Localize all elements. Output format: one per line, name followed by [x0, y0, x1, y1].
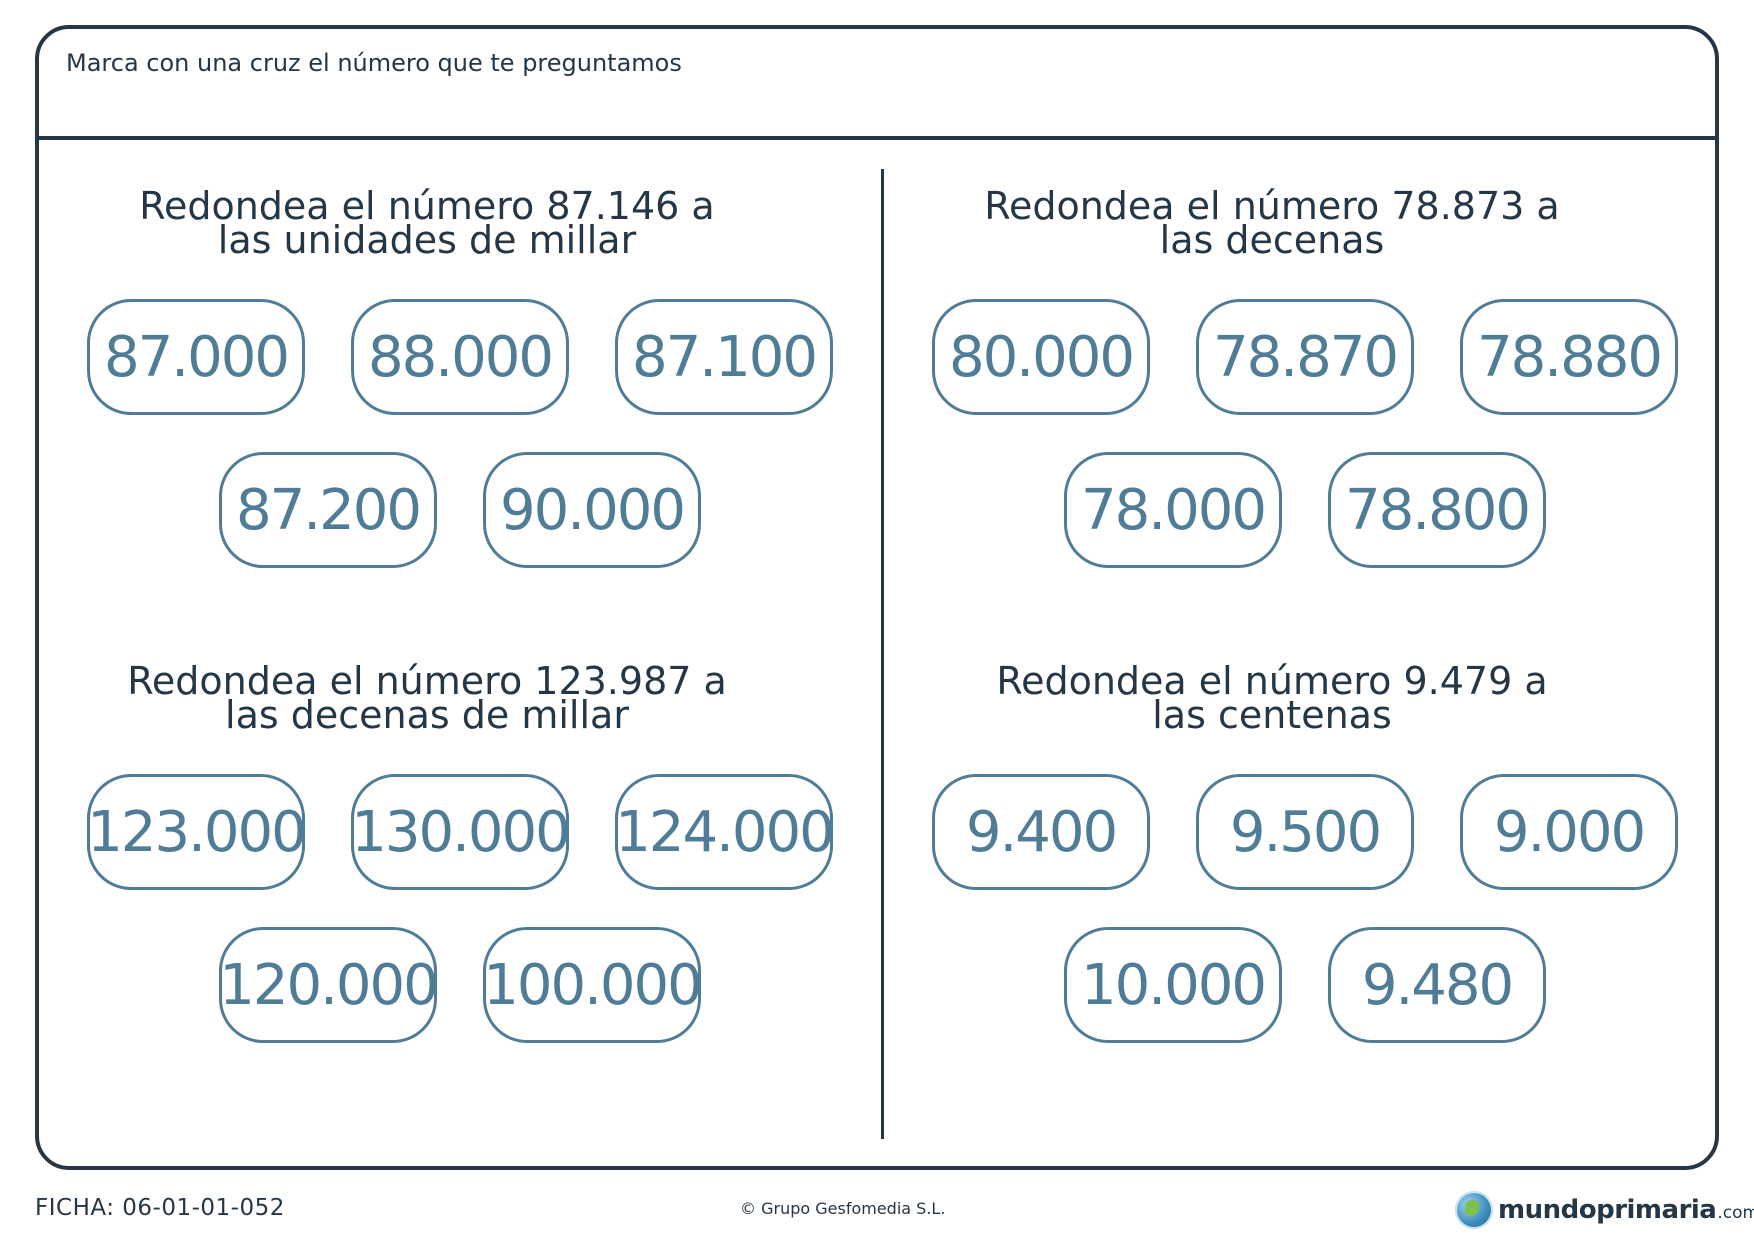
answer-option[interactable]: 78.870	[1196, 299, 1414, 415]
answer-option[interactable]: 9.400	[932, 774, 1150, 890]
instruction-text: Marca con una cruz el número que te preg…	[66, 49, 682, 77]
prompt-line-1: Redondea el número 123.987 a	[127, 659, 727, 703]
prompt-line-2: las unidades de millar	[217, 218, 637, 262]
exercise-prompt: Redondea el número 87.146 a las unidades…	[47, 184, 807, 262]
answer-option[interactable]: 9.500	[1196, 774, 1414, 890]
answer-option[interactable]: 88.000	[351, 299, 569, 415]
answer-option[interactable]: 90.000	[483, 452, 701, 568]
brand-logo[interactable]: mundoprimaria .com	[1455, 1188, 1754, 1232]
exercise-prompt: Redondea el número 78.873 a las decenas	[892, 184, 1652, 262]
exercise-prompt: Redondea el número 9.479 a las centenas	[892, 659, 1652, 737]
worksheet-frame: Marca con una cruz el número que te preg…	[35, 25, 1719, 1170]
answer-option[interactable]: 87.100	[615, 299, 833, 415]
prompt-line-2: las centenas	[1152, 693, 1392, 737]
prompt-line-1: Redondea el número 9.479 a	[996, 659, 1548, 703]
answer-option[interactable]: 130.000	[351, 774, 569, 890]
answer-option[interactable]: 9.000	[1460, 774, 1678, 890]
brand-tld: .com	[1717, 1203, 1754, 1223]
copyright-notice: © Grupo Gesfomedia S.L.	[740, 1199, 946, 1218]
prompt-line-2: las decenas	[1159, 218, 1385, 262]
answer-option[interactable]: 120.000	[219, 927, 437, 1043]
brand-name: mundoprimaria	[1498, 1195, 1717, 1225]
answer-option[interactable]: 124.000	[615, 774, 833, 890]
header-divider	[39, 136, 1715, 140]
answer-option[interactable]: 9.480	[1328, 927, 1546, 1043]
exercise-prompt: Redondea el número 123.987 a las decenas…	[47, 659, 807, 737]
answer-option[interactable]: 10.000	[1064, 927, 1282, 1043]
answer-option[interactable]: 100.000	[483, 927, 701, 1043]
worksheet-code: FICHA: 06-01-01-052	[35, 1195, 285, 1221]
answer-option[interactable]: 78.800	[1328, 452, 1546, 568]
prompt-line-2: las decenas de millar	[225, 693, 629, 737]
exercise-4: Redondea el número 9.479 a las centenas …	[892, 659, 1678, 1064]
answer-option[interactable]: 78.000	[1064, 452, 1282, 568]
answer-option[interactable]: 87.000	[87, 299, 305, 415]
exercise-2: Redondea el número 78.873 a las decenas …	[892, 184, 1678, 589]
globe-icon	[1455, 1191, 1493, 1229]
exercise-3: Redondea el número 123.987 a las decenas…	[47, 659, 833, 1064]
prompt-line-1: Redondea el número 87.146 a	[139, 184, 715, 228]
prompt-line-1: Redondea el número 78.873 a	[984, 184, 1560, 228]
answer-option[interactable]: 87.200	[219, 452, 437, 568]
answer-option[interactable]: 78.880	[1460, 299, 1678, 415]
exercise-1: Redondea el número 87.146 a las unidades…	[47, 184, 833, 589]
column-divider	[881, 169, 884, 1139]
answer-option[interactable]: 80.000	[932, 299, 1150, 415]
answer-option[interactable]: 123.000	[87, 774, 305, 890]
